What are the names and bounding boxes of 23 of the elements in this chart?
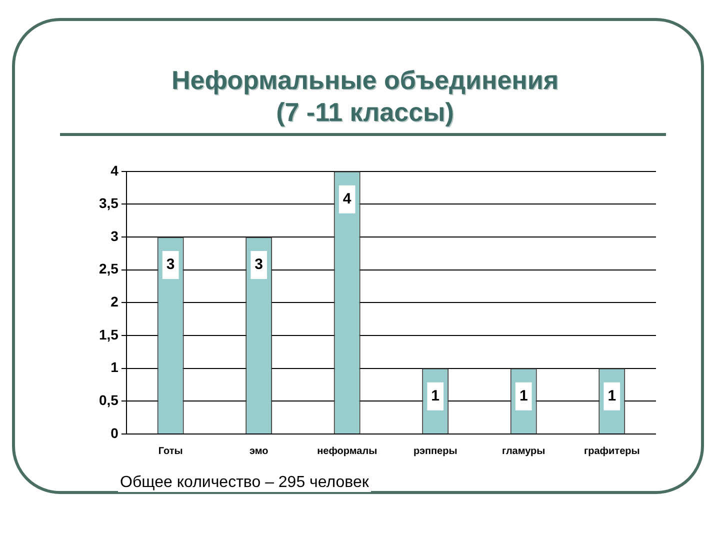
y-tick-label: 3,5 — [98, 195, 119, 212]
data-label: 4 — [342, 190, 352, 208]
x-tick-label: эмо — [249, 446, 268, 457]
x-tick-label: неформалы — [317, 446, 378, 457]
text: Общее количество – 295 человек — [118, 474, 371, 492]
data-label: 1 — [431, 387, 440, 404]
y-tick-label: 3 — [110, 228, 119, 244]
data-label: 3 — [166, 256, 175, 274]
x-tick-label: Готы — [158, 446, 183, 457]
data-label: 3 — [254, 256, 264, 274]
y-tick-label: 1 — [110, 359, 119, 376]
y-tick-label: 1,5 — [98, 326, 119, 342]
y-tick-label: 0,5 — [98, 392, 119, 408]
data-label: 1 — [519, 387, 528, 404]
x-tick-label: графитеры — [584, 446, 640, 457]
y-tick-label: 2 — [110, 294, 119, 310]
y-tick-label: 0 — [110, 424, 119, 441]
data-label: 1 — [608, 387, 616, 404]
y-tick-label: 4 — [110, 162, 119, 178]
x-tick-label: рэпперы — [413, 446, 458, 457]
y-tick-label: 2,5 — [98, 260, 119, 277]
x-tick-label: гламуры — [502, 446, 546, 457]
chart-title: Неформальные объединения (7 -11 классы) — [170, 64, 560, 128]
